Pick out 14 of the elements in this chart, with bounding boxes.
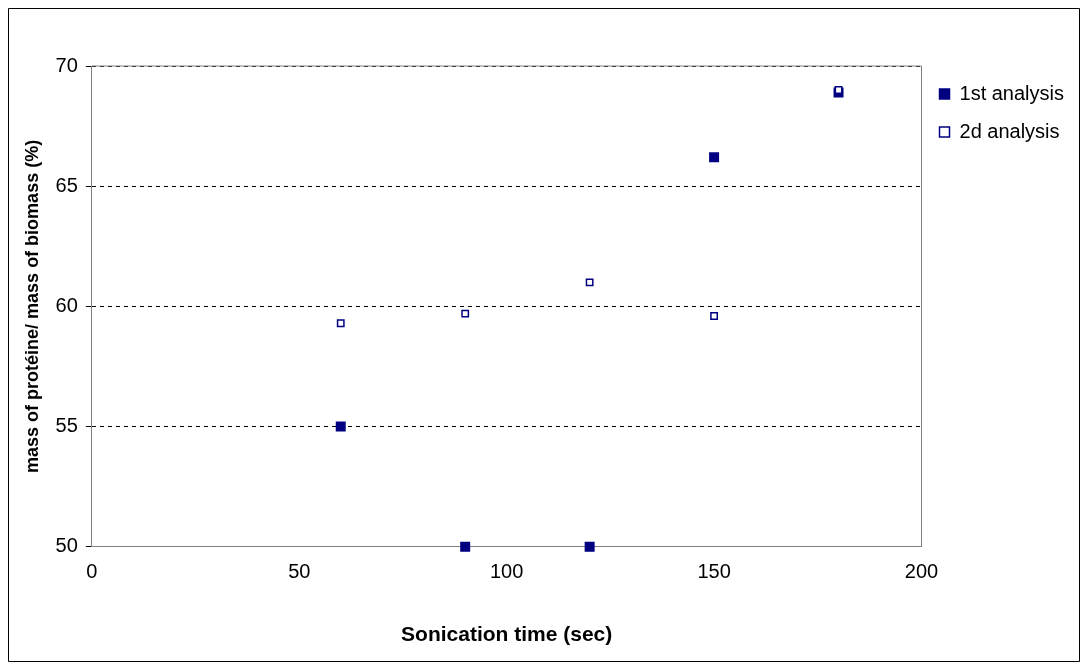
x-tick-label: 150: [697, 560, 731, 583]
y-tick-label: 70: [55, 53, 78, 76]
x-axis-title: Sonication time (sec): [401, 622, 613, 646]
y-tick-label: 50: [55, 534, 78, 557]
y-tick-label: 55: [55, 414, 78, 437]
y-axis-title: mass of protéine/ mass of biomass (%): [21, 139, 42, 473]
x-tick-label: 200: [904, 560, 939, 583]
x-tick-label: 0: [86, 560, 98, 583]
legend-label: 2d analysis: [959, 119, 1060, 142]
y-tick-label: 60: [55, 293, 78, 316]
x-tick-label: 50: [288, 560, 311, 583]
x-tick-label: 100: [489, 560, 524, 583]
legend-label: 1st analysis: [959, 81, 1065, 104]
y-tick-label: 65: [55, 173, 78, 196]
